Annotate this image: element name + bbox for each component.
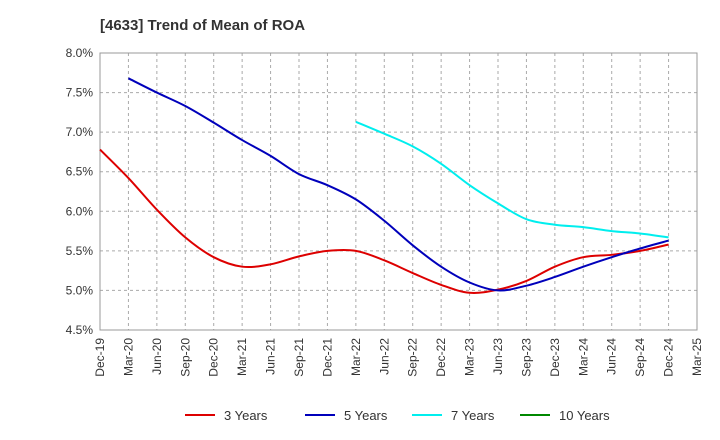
x-tick-label: Sep-20 bbox=[178, 338, 192, 377]
y-tick-label: 5.5% bbox=[66, 244, 94, 258]
x-tick-label: Mar-21 bbox=[235, 338, 249, 376]
data-point-3-years bbox=[439, 282, 444, 287]
data-point-5-years bbox=[581, 264, 586, 269]
y-tick-label: 6.0% bbox=[66, 204, 94, 218]
x-tick-label: Mar-23 bbox=[463, 338, 477, 376]
y-tick-label: 5.0% bbox=[66, 283, 94, 297]
data-point-7-years bbox=[467, 183, 472, 188]
x-tick-label: Mar-22 bbox=[349, 338, 363, 376]
legend: 3 Years 5 Years 7 Years 10 Years bbox=[185, 408, 610, 423]
data-point-5-years bbox=[183, 104, 188, 109]
data-point-7-years bbox=[439, 161, 444, 166]
data-point-3-years bbox=[297, 254, 302, 259]
data-point-3-years bbox=[154, 207, 159, 212]
y-tick-label: 4.5% bbox=[66, 323, 94, 337]
x-tick-label: Jun-21 bbox=[264, 338, 278, 375]
data-point-3-years bbox=[581, 255, 586, 260]
data-point-3-years bbox=[382, 258, 387, 263]
data-point-3-years bbox=[98, 147, 103, 152]
y-tick-label: 6.5% bbox=[66, 165, 94, 179]
legend-label-5-years: 5 Years bbox=[344, 408, 388, 423]
data-point-5-years bbox=[154, 90, 159, 95]
x-tick-label: Dec-19 bbox=[93, 338, 107, 377]
data-point-5-years bbox=[410, 243, 415, 248]
data-point-7-years bbox=[410, 144, 415, 149]
data-point-5-years bbox=[126, 76, 131, 81]
x-tick-label: Mar-25 bbox=[690, 338, 704, 376]
data-point-3-years bbox=[524, 278, 529, 283]
x-tick-label: Jun-22 bbox=[377, 338, 391, 375]
grid-lines bbox=[99, 52, 698, 331]
data-point-3-years bbox=[552, 264, 557, 269]
x-tick-label: Jun-23 bbox=[491, 338, 505, 375]
legend-label-3-years: 3 Years bbox=[224, 408, 268, 423]
data-point-7-years bbox=[524, 217, 529, 222]
data-point-7-years bbox=[382, 131, 387, 136]
y-tick-label: 8.0% bbox=[66, 46, 94, 60]
data-point-7-years bbox=[638, 231, 643, 236]
series-line-7-years bbox=[355, 120, 669, 239]
data-point-3-years bbox=[325, 248, 330, 253]
data-point-7-years bbox=[666, 235, 671, 240]
data-point-5-years bbox=[382, 218, 387, 223]
data-point-3-years bbox=[353, 248, 358, 253]
data-point-5-years bbox=[439, 264, 444, 269]
data-point-5-years bbox=[524, 283, 529, 288]
data-point-3-years bbox=[126, 176, 131, 181]
x-tick-label: Sep-21 bbox=[292, 338, 306, 377]
x-tick-label: Mar-24 bbox=[576, 338, 590, 376]
data-point-5-years bbox=[496, 288, 501, 293]
data-point-7-years bbox=[353, 119, 358, 124]
series-line-5-years bbox=[127, 77, 669, 292]
data-point-3-years bbox=[211, 255, 216, 260]
x-tick-label: Dec-20 bbox=[207, 338, 221, 377]
series-line-3-years bbox=[99, 148, 669, 294]
data-point-3-years bbox=[268, 262, 273, 267]
chart-title: [4633] Trend of Mean of ROA bbox=[100, 17, 305, 34]
data-point-3-years bbox=[467, 290, 472, 295]
data-point-5-years bbox=[297, 172, 302, 177]
x-tick-label: Mar-20 bbox=[121, 338, 135, 376]
data-point-5-years bbox=[609, 255, 614, 260]
x-tick-label: Sep-23 bbox=[519, 338, 533, 377]
x-tick-label: Dec-23 bbox=[548, 338, 562, 377]
data-point-5-years bbox=[467, 280, 472, 285]
x-tick-label: Dec-22 bbox=[434, 338, 448, 377]
plot-area-frame bbox=[99, 52, 698, 331]
data-point-5-years bbox=[638, 246, 643, 251]
data-point-3-years bbox=[410, 271, 415, 276]
data-point-5-years bbox=[353, 197, 358, 202]
data-point-7-years bbox=[552, 222, 557, 227]
series-lines bbox=[98, 76, 671, 295]
data-point-3-years bbox=[240, 264, 245, 269]
y-tick-label: 7.0% bbox=[66, 125, 94, 139]
data-point-3-years bbox=[183, 235, 188, 240]
legend-label-10-years: 10 Years bbox=[559, 408, 610, 423]
x-tick-label: Dec-24 bbox=[662, 338, 676, 377]
x-tick-label: Jun-20 bbox=[150, 338, 164, 375]
x-tick-label: Sep-22 bbox=[406, 338, 420, 377]
x-tick-label: Jun-24 bbox=[605, 338, 619, 375]
data-point-7-years bbox=[581, 225, 586, 230]
x-tick-label: Sep-24 bbox=[633, 338, 647, 377]
data-point-5-years bbox=[552, 274, 557, 279]
data-point-5-years bbox=[211, 120, 216, 125]
y-tick-label: 7.5% bbox=[66, 86, 94, 100]
x-axis-tick-labels: Dec-19 Mar-20 Jun-20 Sep-20 Dec-20 Mar-21 Jun-… bbox=[93, 338, 704, 377]
data-point-5-years bbox=[325, 183, 330, 188]
legend-label-7-years: 7 Years bbox=[451, 408, 495, 423]
data-point-7-years bbox=[496, 201, 501, 206]
data-point-7-years bbox=[609, 229, 614, 234]
data-point-5-years bbox=[268, 153, 273, 158]
y-axis-tick-labels: 4.5% 5.0% 5.5% 6.0% 6.5% 7.0% 7.5% 8.0% bbox=[66, 46, 94, 337]
data-point-5-years bbox=[240, 138, 245, 143]
x-tick-label: Dec-21 bbox=[320, 338, 334, 377]
